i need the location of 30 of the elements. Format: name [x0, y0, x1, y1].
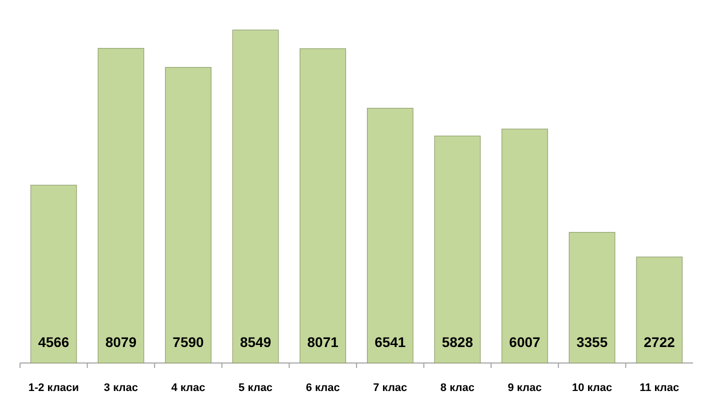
- x-tick-label: 11 клас: [640, 382, 680, 394]
- data-label: 8079: [105, 334, 137, 350]
- data-label: 2722: [644, 334, 676, 350]
- data-label: 8071: [307, 334, 339, 350]
- bar: [232, 30, 279, 364]
- bar: [502, 128, 548, 364]
- data-label: 7590: [172, 334, 204, 350]
- x-tick-label: 6 клас: [306, 382, 340, 394]
- x-tick-label: 8 клас: [440, 382, 474, 394]
- x-tick-label: 3 клас: [104, 382, 138, 394]
- bar: [165, 67, 212, 364]
- x-tick-label: 5 клас: [238, 382, 273, 394]
- bar: [300, 48, 346, 364]
- bar: [98, 48, 144, 364]
- data-label: 6541: [374, 334, 406, 350]
- data-label: 4566: [38, 334, 70, 350]
- x-tick-label: 1-2 класи: [28, 382, 79, 394]
- x-tick-label: 4 клас: [171, 382, 206, 394]
- bar: [366, 108, 414, 364]
- bar: [636, 256, 683, 364]
- data-label: 5828: [442, 334, 474, 350]
- bar: [568, 232, 616, 364]
- data-label: 6007: [509, 334, 541, 350]
- data-label: 8549: [240, 334, 272, 350]
- x-tick-label: 9 клас: [508, 382, 542, 394]
- x-tick-label: 10 клас: [572, 382, 612, 394]
- data-label: 3355: [576, 334, 608, 350]
- bar: [30, 184, 77, 364]
- x-tick-label: 7 клас: [373, 382, 408, 394]
- bar: [434, 136, 481, 364]
